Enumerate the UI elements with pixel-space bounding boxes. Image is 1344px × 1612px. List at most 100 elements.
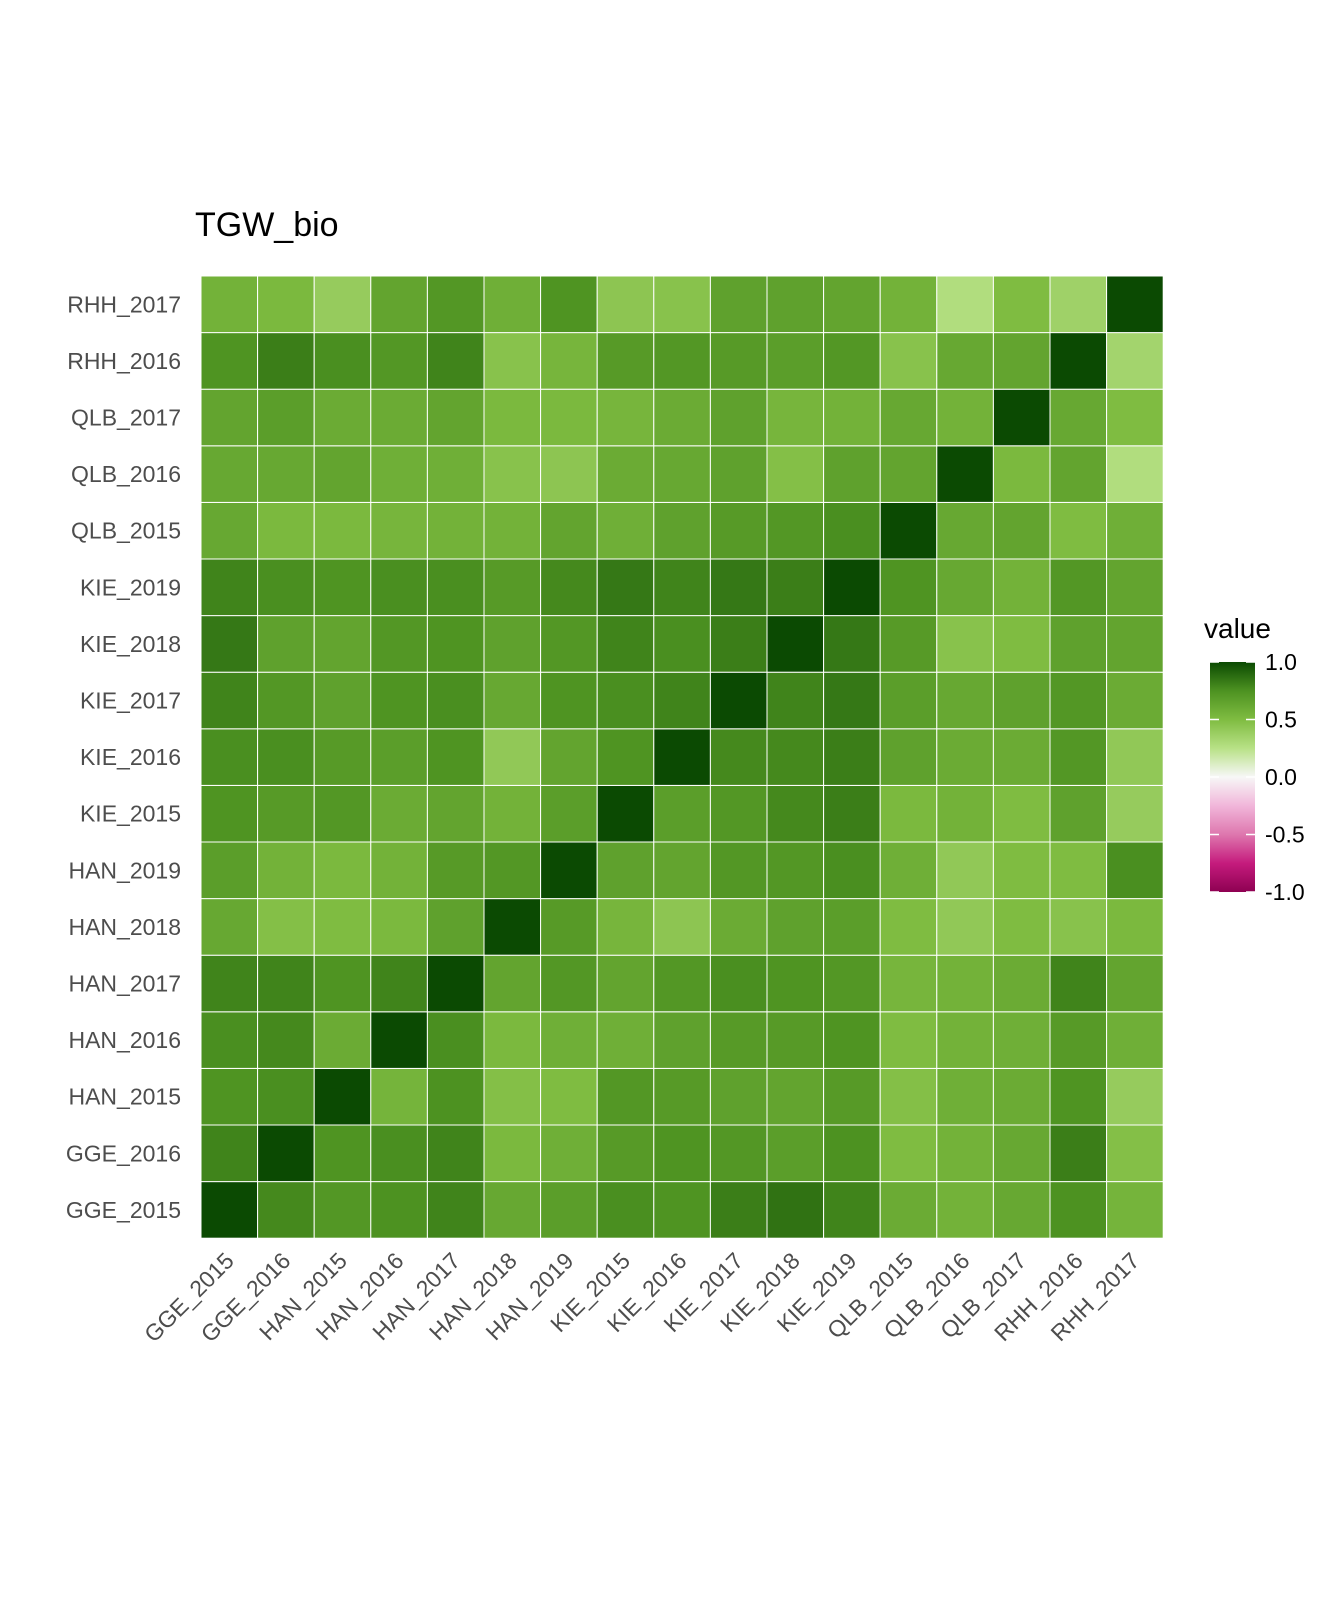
heatmap-cell-GGE_2015-GGE_2015 (200, 1181, 259, 1239)
heatmap-cell-KIE_2018-KIE_2017 (766, 671, 825, 730)
heatmap-cell-RHH_2016-KIE_2015 (1049, 784, 1108, 843)
heatmap-cell-KIE_2017-HAN_2018 (709, 898, 768, 956)
heatmap-cell-KIE_2016-KIE_2019 (653, 558, 711, 617)
heatmap-cell-HAN_2018-GGE_2016 (483, 1124, 542, 1183)
heatmap-cell-GGE_2016-KIE_2016 (257, 728, 315, 786)
heatmap-cell-GGE_2015-KIE_2019 (200, 558, 259, 617)
heatmap-cell-GGE_2016-HAN_2017 (257, 954, 315, 1013)
heatmap-cell-QLB_2016-QLB_2017 (936, 388, 994, 447)
heatmap-cell-KIE_2019-HAN_2015 (823, 1067, 881, 1126)
heatmap-cell-HAN_2016-HAN_2019 (370, 841, 428, 900)
legend-tick-label: -1.0 (1265, 879, 1305, 905)
y-axis-tick-labels: GGE_2015 GGE_2016 HAN_2015 HAN_2016 HAN_2017… (66, 291, 181, 1223)
heatmap-cell-QLB_2017-RHH_2016 (992, 332, 1051, 390)
y-tick-label: KIE_2017 (80, 688, 181, 714)
heatmap-cell-KIE_2017-RHH_2016 (709, 332, 768, 390)
heatmap-cell-HAN_2015-KIE_2017 (313, 671, 372, 730)
heatmap-cell-QLB_2015-KIE_2015 (879, 784, 938, 843)
heatmap-cell-KIE_2019-HAN_2018 (823, 898, 881, 956)
heatmap-cell-KIE_2016-KIE_2018 (653, 615, 711, 673)
heatmap-cell-HAN_2019-KIE_2017 (540, 671, 598, 730)
heatmap-cell-KIE_2017-KIE_2019 (709, 558, 768, 617)
heatmap-cell-KIE_2016-HAN_2019 (653, 841, 711, 900)
heatmap-cell-KIE_2019-GGE_2016 (823, 1124, 881, 1183)
heatmap-cell-RHH_2016-KIE_2018 (1049, 615, 1108, 673)
heatmap-cell-HAN_2015-QLB_2017 (313, 388, 372, 447)
heatmap-cell-RHH_2017-GGE_2015 (1106, 1181, 1164, 1239)
heatmap-cell-KIE_2016-HAN_2015 (653, 1067, 711, 1126)
heatmap-cell-GGE_2015-HAN_2018 (200, 898, 259, 956)
heatmap-cell-GGE_2015-KIE_2018 (200, 615, 259, 673)
heatmap-cell-GGE_2016-HAN_2018 (257, 898, 315, 956)
heatmap-cell-GGE_2015-HAN_2017 (200, 954, 259, 1013)
heatmap-cell-KIE_2018-GGE_2015 (766, 1181, 825, 1239)
heatmap-cell-HAN_2015-RHH_2016 (313, 332, 372, 390)
heatmap-cell-HAN_2018-HAN_2018 (483, 898, 542, 956)
heatmap-cell-KIE_2016-HAN_2016 (653, 1011, 711, 1069)
heatmap-cell-KIE_2019-KIE_2017 (823, 671, 881, 730)
heatmap-cell-KIE_2015-HAN_2019 (596, 841, 655, 900)
heatmap-cell-KIE_2016-GGE_2015 (653, 1181, 711, 1239)
heatmap-cell-GGE_2016-KIE_2017 (257, 671, 315, 730)
heatmap-cell-KIE_2016-QLB_2015 (653, 501, 711, 560)
legend-tick-label: 1.0 (1265, 649, 1297, 675)
heatmap-cell-QLB_2016-RHH_2017 (936, 275, 994, 334)
y-tick-label: KIE_2016 (80, 744, 181, 770)
heatmap-cell-KIE_2019-HAN_2019 (823, 841, 881, 900)
heatmap-cell-HAN_2016-GGE_2016 (370, 1124, 428, 1183)
heatmap-cell-GGE_2015-RHH_2017 (200, 275, 259, 334)
heatmap-cell-KIE_2017-HAN_2016 (709, 1011, 768, 1069)
heatmap-cell-QLB_2017-HAN_2016 (992, 1011, 1051, 1069)
heatmap-cell-QLB_2016-GGE_2015 (936, 1181, 994, 1239)
heatmap-cell-HAN_2019-RHH_2016 (540, 332, 598, 390)
heatmap-cell-HAN_2017-KIE_2016 (426, 728, 485, 786)
heatmap-cell-KIE_2018-KIE_2015 (766, 784, 825, 843)
heatmap-cell-HAN_2015-KIE_2015 (313, 784, 372, 843)
color-legend: value 1.0 0.5 0.0 -0.5 -1.0 (1204, 613, 1305, 905)
heatmap-cell-HAN_2019-HAN_2019 (540, 841, 598, 900)
heatmap-cell-KIE_2018-KIE_2019 (766, 558, 825, 617)
heatmap-cell-KIE_2015-HAN_2015 (596, 1067, 655, 1126)
heatmap-cell-KIE_2018-QLB_2015 (766, 501, 825, 560)
heatmap-cell-GGE_2016-RHH_2016 (257, 332, 315, 390)
heatmap-cell-RHH_2017-HAN_2017 (1106, 954, 1164, 1013)
heatmap-cell-KIE_2016-QLB_2016 (653, 445, 711, 503)
heatmap-cell-KIE_2015-HAN_2016 (596, 1011, 655, 1069)
heatmap-cell-QLB_2015-KIE_2016 (879, 728, 938, 786)
heatmap-cell-HAN_2019-HAN_2018 (540, 898, 598, 956)
heatmap-cell-RHH_2017-GGE_2016 (1106, 1124, 1164, 1183)
heatmap-cell-KIE_2019-KIE_2019 (823, 558, 881, 617)
heatmap-cell-QLB_2017-KIE_2017 (992, 671, 1051, 730)
y-tick-label: QLB_2017 (71, 405, 181, 431)
heatmap-cell-HAN_2016-KIE_2019 (370, 558, 428, 617)
heatmap-cell-QLB_2015-QLB_2016 (879, 445, 938, 503)
y-tick-label: KIE_2015 (80, 801, 181, 827)
heatmap-cell-QLB_2016-KIE_2019 (936, 558, 994, 617)
heatmap-cell-QLB_2017-HAN_2017 (992, 954, 1051, 1013)
heatmap-cell-RHH_2016-QLB_2016 (1049, 445, 1108, 503)
heatmap-cell-KIE_2019-HAN_2017 (823, 954, 881, 1013)
heatmap-cell-RHH_2016-RHH_2016 (1049, 332, 1108, 390)
heatmap-cell-KIE_2018-KIE_2018 (766, 615, 825, 673)
heatmap-cell-HAN_2015-HAN_2015 (313, 1067, 372, 1126)
heatmap-cell-QLB_2017-HAN_2018 (992, 898, 1051, 956)
heatmap-cell-QLB_2015-KIE_2019 (879, 558, 938, 617)
heatmap-cell-KIE_2018-QLB_2016 (766, 445, 825, 503)
heatmap-cell-HAN_2016-HAN_2015 (370, 1067, 428, 1126)
heatmap-cell-HAN_2019-QLB_2016 (540, 445, 598, 503)
heatmap-cell-HAN_2017-HAN_2018 (426, 898, 485, 956)
heatmap-cell-HAN_2017-RHH_2017 (426, 275, 485, 334)
heatmap-cell-QLB_2015-RHH_2016 (879, 332, 938, 390)
heatmap-cell-HAN_2018-KIE_2019 (483, 558, 542, 617)
heatmap-cell-QLB_2016-HAN_2017 (936, 954, 994, 1013)
heatmap-cell-HAN_2018-HAN_2017 (483, 954, 542, 1013)
heatmap-cell-KIE_2018-RHH_2016 (766, 332, 825, 390)
heatmap-cell-HAN_2016-KIE_2016 (370, 728, 428, 786)
heatmap-cell-HAN_2018-RHH_2016 (483, 332, 542, 390)
heatmap-cell-KIE_2018-HAN_2019 (766, 841, 825, 900)
heatmap-cell-HAN_2018-KIE_2016 (483, 728, 542, 786)
heatmap-cell-GGE_2016-QLB_2016 (257, 445, 315, 503)
heatmap-cell-RHH_2017-HAN_2015 (1106, 1067, 1164, 1126)
heatmap-cell-HAN_2015-KIE_2018 (313, 615, 372, 673)
heatmap-cell-HAN_2018-HAN_2015 (483, 1067, 542, 1126)
